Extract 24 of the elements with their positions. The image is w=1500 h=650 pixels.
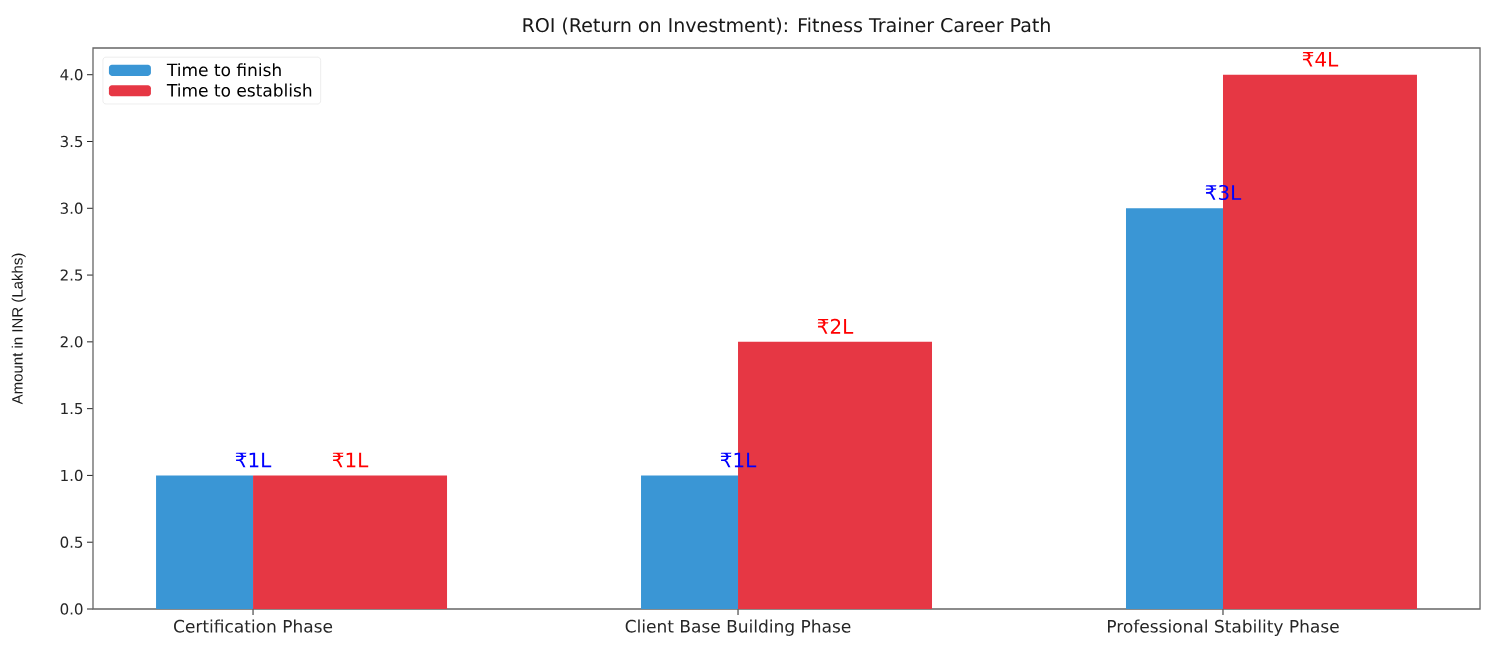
bar: [253, 475, 448, 609]
chart-title: ROI (Return on Investment): Fitness Trainer Career Path: [523, 17, 1050, 35]
y-tick-label: 1.0: [61, 469, 83, 482]
y-tick-label: 0.5: [60, 536, 83, 548]
data-label: ₹1L: [235, 452, 272, 468]
y-tick-label: 0.0: [60, 603, 83, 615]
data-label: ₹1L: [332, 452, 369, 468]
bar: [641, 475, 739, 609]
x-tick-label: Certification Phase: [174, 619, 333, 633]
x-tick-label: Professional Stability Phase: [1108, 619, 1339, 636]
legend-label: Time to finish: [166, 63, 281, 77]
legend-label: Time to establish: [166, 83, 312, 97]
bar: [1125, 208, 1223, 609]
y-tick-label: 3.0: [60, 202, 83, 214]
bar: [156, 475, 254, 609]
data-label: ₹4L: [1302, 51, 1339, 67]
y-tick-label: 3.5: [60, 135, 83, 148]
y-tick-label: 4.0: [60, 69, 83, 81]
y-tick-label: 2.0: [60, 336, 83, 348]
data-label: ₹2L: [817, 318, 854, 334]
x-tick-label: Client Base Building Phase: [625, 619, 851, 636]
y-tick-label: 1.5: [61, 403, 83, 415]
y-tick-label: 2.5: [60, 269, 83, 281]
y-axis-title: Amount in INR (Lakhs): [11, 253, 26, 405]
